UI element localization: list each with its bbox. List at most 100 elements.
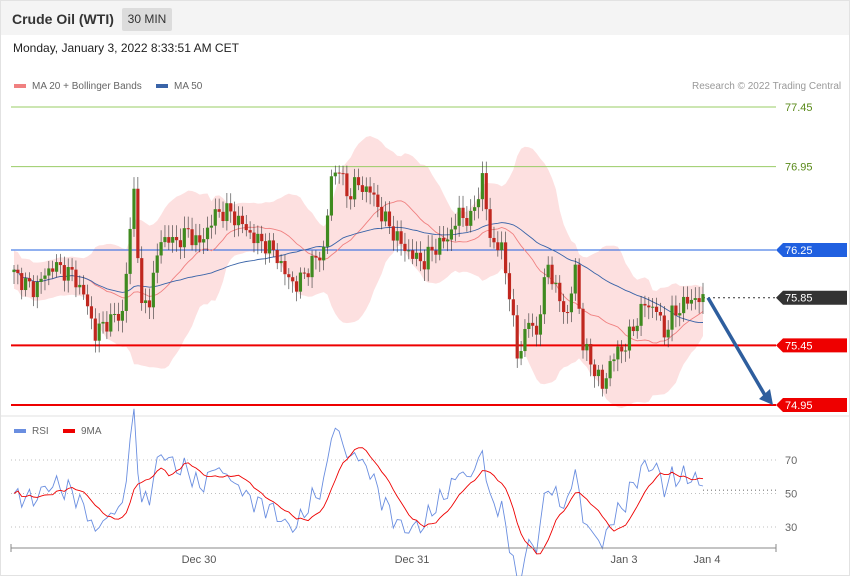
candle-body [581,308,585,351]
candle [233,201,237,238]
candle [252,224,256,253]
level-labels: 77.45 76.95 76.25 75.85 75.45 74.95 [776,102,847,412]
candle-body [271,240,275,251]
candle [376,184,380,218]
candle-body [430,246,434,251]
candle-body [616,346,620,360]
candle [678,302,682,327]
candle-body [178,240,183,248]
candle-body [27,278,32,282]
candle-body [527,322,531,330]
candle [51,260,55,279]
candle [20,267,24,300]
candle-body [294,281,299,292]
candle-body [562,301,566,313]
candle [322,240,326,271]
candle-body [256,233,260,244]
candle [325,209,330,255]
forecast-arrow-shaft [706,296,768,398]
rsi-panel: 70 50 30 [1,408,849,576]
candle [701,282,705,314]
candle-body [132,188,136,229]
candle [221,201,225,228]
candle [144,288,148,314]
candle [442,225,446,249]
candle-body [283,261,287,275]
candle-body [105,321,109,332]
candle-body [318,257,322,261]
candle [341,165,345,186]
candle [70,258,74,282]
candle-body [174,237,179,241]
candle-body [233,211,237,226]
candle-body [511,299,515,316]
candle [267,232,272,263]
level-tag-76.25 [776,243,847,258]
ma50-swatch [156,84,168,89]
candle [434,238,438,264]
candle [58,253,63,274]
candle [136,177,140,263]
candle-body [260,233,264,242]
candle [581,302,585,359]
candle [585,338,589,361]
bollinger-fill [14,136,703,409]
level-label-75.45: 75.45 [785,340,813,352]
candle-body [654,306,659,313]
candle-body [445,239,450,242]
candle-body [577,264,581,309]
candle [16,264,20,285]
level-tag-75.85 [776,290,847,305]
candle [186,216,190,238]
candle-body [16,269,20,274]
moving-averages [13,200,704,344]
candle [155,243,159,284]
timeframe-button[interactable]: 30 MIN [122,8,172,31]
candle-body [503,242,508,274]
report-datetime: Monday, January 3, 2022 8:33:51 AM CET [13,41,239,55]
candle [105,311,109,340]
candle-body [515,315,519,359]
candle [314,250,318,270]
candle-body [484,173,488,210]
forecast-arrow [706,296,773,405]
candle-body [635,325,639,332]
candle-body [325,215,330,247]
candle-body [461,207,465,219]
candle [240,206,244,234]
candle [244,214,248,237]
level-label-77.45: 77.45 [785,102,813,114]
candle-body [120,310,124,321]
candle-body [418,252,423,262]
candle-body [159,242,163,256]
candle [159,230,163,264]
candle-body [31,281,35,298]
candle [35,275,39,309]
candle [82,275,86,300]
candle [124,262,128,323]
candle [480,161,484,212]
candle [209,214,214,239]
candle [47,261,51,286]
candle [577,258,581,315]
candle [476,187,481,219]
level-tag-74.95 [776,398,847,412]
candle-body [693,298,697,300]
candle-body [411,250,415,259]
candle [670,295,674,342]
candle-body [593,364,597,377]
candle-body [531,322,535,326]
candle-body [291,277,295,282]
candle-body [171,237,175,243]
candle [78,275,82,295]
candle [113,302,117,323]
candle [515,304,519,368]
candle-body [167,237,171,243]
candle [167,225,171,251]
candle-body [550,264,554,285]
candle-body [128,228,132,274]
candle-body [194,235,198,246]
candle [457,195,461,237]
candle [685,286,690,310]
candle [631,319,635,337]
